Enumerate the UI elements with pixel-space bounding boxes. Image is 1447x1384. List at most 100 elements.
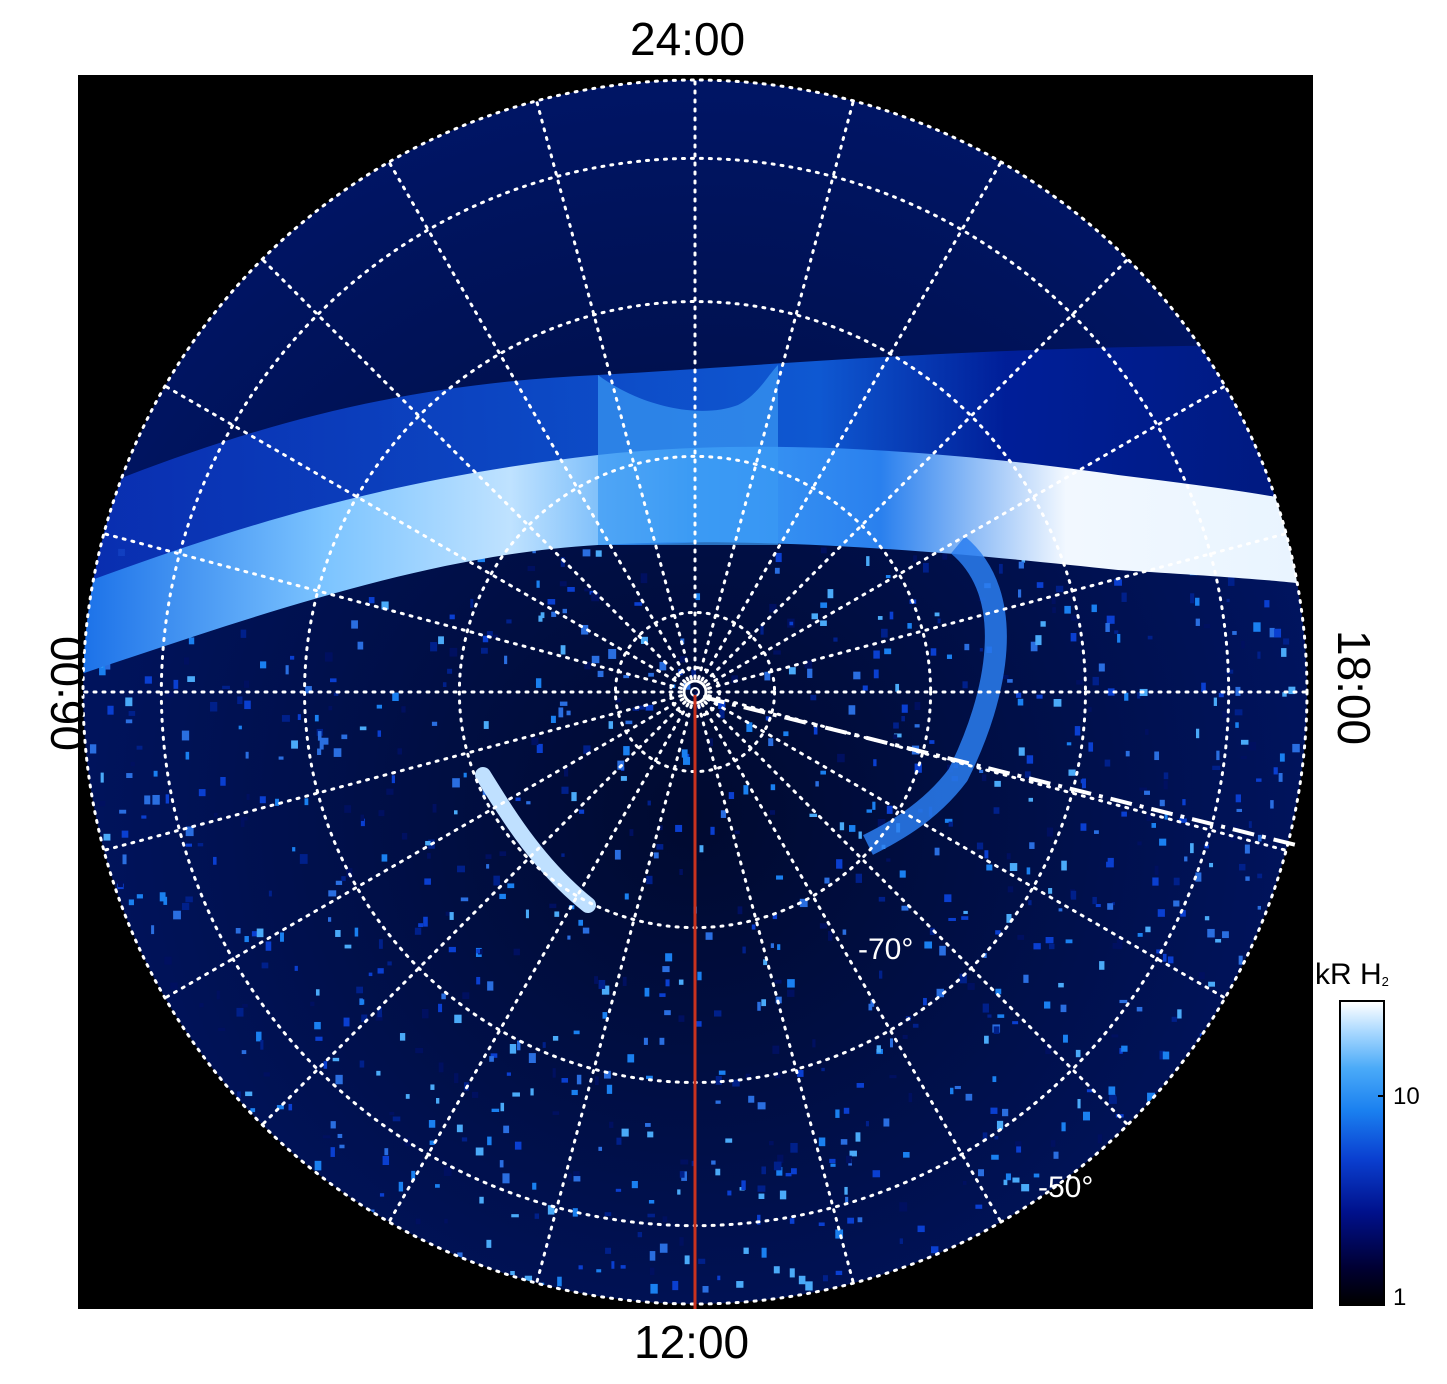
noise-speckle — [1215, 938, 1222, 943]
noise-speckle — [333, 748, 342, 757]
noise-speckle — [1074, 726, 1081, 736]
noise-speckle — [1111, 902, 1116, 906]
noise-speckle — [757, 1102, 766, 1110]
noise-speckle — [836, 859, 843, 869]
noise-speckle — [315, 1036, 323, 1041]
noise-speckle — [428, 1120, 436, 1128]
noise-speckle — [659, 662, 667, 671]
noise-speckle — [187, 676, 195, 682]
noise-speckle — [240, 629, 247, 638]
noise-speckle — [166, 691, 175, 698]
noise-speckle — [895, 683, 900, 692]
noise-speckle — [461, 1137, 468, 1142]
auroral-map-svg: -70° -50° — [81, 78, 1309, 1309]
noise-speckle — [1244, 844, 1250, 854]
noise-speckle — [486, 1239, 492, 1248]
noise-speckle — [163, 896, 168, 905]
noise-speckle — [173, 679, 179, 689]
noise-speckle — [314, 1160, 322, 1171]
noise-speckle — [809, 813, 818, 818]
noise-speckle — [1235, 722, 1239, 728]
noise-speckle — [939, 945, 946, 956]
noise-speckle — [1092, 676, 1099, 686]
noise-speckle — [1060, 1004, 1067, 1013]
noise-speckle — [1065, 939, 1073, 944]
noise-speckle — [397, 748, 402, 755]
noise-speckle — [457, 1252, 463, 1258]
noise-speckle — [914, 702, 921, 710]
noise-speckle — [631, 1181, 638, 1189]
noise-speckle — [629, 829, 634, 836]
noise-speckle — [862, 685, 868, 691]
noise-speckle — [728, 792, 735, 799]
noise-speckle — [536, 743, 543, 754]
noise-speckle — [725, 1138, 733, 1143]
noise-speckle — [760, 625, 764, 635]
noise-speckle — [1028, 797, 1034, 802]
noise-speckle — [1091, 604, 1097, 613]
noise-speckle — [278, 756, 284, 760]
noise-speckle — [210, 701, 218, 712]
noise-speckle — [1218, 692, 1224, 698]
noise-speckle — [975, 1204, 983, 1209]
noise-speckle — [609, 1121, 614, 1128]
noise-speckle — [1058, 908, 1063, 912]
noise-speckle — [595, 1076, 599, 1086]
noise-speckle — [1104, 759, 1111, 767]
noise-speckle — [1053, 1151, 1059, 1159]
noise-speckle — [624, 893, 629, 900]
noise-speckle — [320, 737, 329, 745]
noise-speckle — [647, 1213, 655, 1218]
noise-speckle — [1159, 1050, 1165, 1060]
noise-speckle — [552, 1111, 560, 1115]
noise-speckle — [790, 1142, 798, 1153]
noise-speckle — [994, 1136, 999, 1140]
noise-speckle — [1048, 888, 1053, 894]
noise-speckle — [1121, 592, 1127, 602]
noise-speckle — [710, 826, 715, 835]
noise-speckle — [1145, 926, 1151, 933]
noise-speckle — [1235, 686, 1241, 696]
noise-speckle — [557, 1276, 562, 1287]
noise-speckle — [901, 704, 908, 713]
noise-speckle — [818, 1222, 825, 1226]
noise-speckle — [386, 788, 394, 795]
noise-speckle — [292, 847, 296, 852]
noise-speckle — [411, 1170, 416, 1181]
noise-speckle — [237, 1091, 241, 1099]
noise-speckle — [611, 1261, 615, 1269]
noise-speckle — [554, 911, 560, 917]
noise-speckle — [776, 875, 784, 880]
noise-speckle — [1092, 896, 1097, 905]
noise-speckle — [136, 745, 143, 750]
noise-speckle — [954, 1085, 961, 1090]
noise-speckle — [745, 1073, 751, 1079]
noise-speckle — [584, 588, 591, 592]
noise-speckle — [885, 575, 891, 579]
noise-speckle — [341, 876, 346, 882]
noise-speckle — [1012, 1021, 1019, 1025]
noise-speckle — [1167, 956, 1174, 964]
noise-speckle — [319, 739, 324, 750]
noise-speckle — [791, 1168, 797, 1175]
noise-speckle — [378, 939, 383, 949]
noise-speckle — [431, 721, 438, 726]
noise-speckle — [578, 919, 584, 926]
noise-speckle — [998, 563, 1003, 574]
noise-speckle — [761, 999, 767, 1007]
noise-speckle — [659, 1037, 665, 1045]
noise-speckle — [1162, 1051, 1170, 1060]
noise-speckle — [820, 602, 828, 608]
noise-speckle — [359, 999, 365, 1005]
noise-speckle — [317, 748, 322, 755]
noise-speckle — [389, 1111, 395, 1116]
noise-speckle — [294, 965, 298, 971]
noise-speckle — [144, 676, 152, 684]
noise-speckle — [1028, 900, 1032, 906]
noise-speckle — [1212, 765, 1221, 771]
noise-speckle — [645, 704, 654, 711]
meridian-line — [260, 700, 687, 1127]
noise-speckle — [1018, 561, 1024, 569]
noise-speckle — [344, 944, 352, 949]
noise-speckle — [454, 1014, 462, 1024]
